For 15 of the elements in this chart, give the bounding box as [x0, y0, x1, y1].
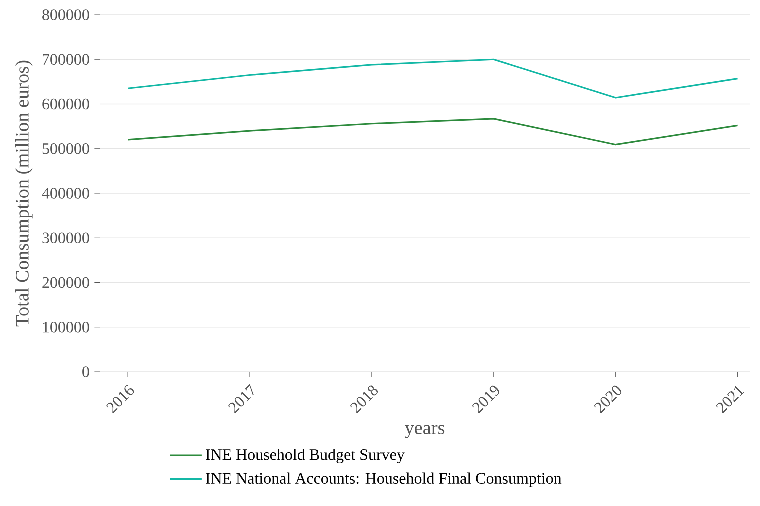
y-tick-label: 300000: [42, 232, 90, 244]
y-tick-label: 600000: [42, 98, 90, 110]
y-tick-label: 400000: [42, 188, 90, 199]
y-tick-label: 0: [82, 366, 90, 378]
legend-label: INE Household Budget Survey: [206, 448, 405, 464]
x-axis-title: years: [404, 425, 445, 438]
y-axis-title: Total Consumption (million euros): [15, 60, 33, 327]
y-tick-label: 100000: [43, 322, 90, 333]
y-tick-label: 700000: [43, 54, 90, 66]
line-series: [127, 118, 739, 146]
y-tick-label: 500000: [42, 143, 90, 154]
y-tick-label: 800000: [42, 10, 90, 20]
line-series: [127, 58, 739, 99]
legend-label: INE National Accounts: Household Final Consumption: [206, 472, 562, 488]
y-tick-label: 200000: [42, 277, 90, 288]
